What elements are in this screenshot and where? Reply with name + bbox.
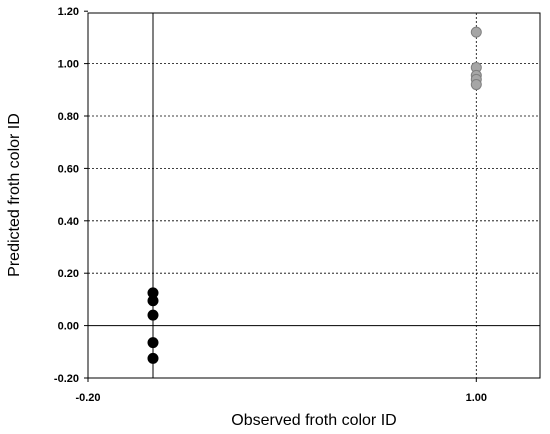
x-tick-label: 1.00 — [466, 392, 487, 404]
data-point — [470, 26, 482, 38]
x-tick-label: -0.20 — [75, 392, 100, 404]
x-tick-labels: -0.20 1.00 — [75, 392, 487, 404]
x-axis-label: Observed froth color ID — [231, 412, 396, 429]
data-points — [147, 26, 482, 364]
data-point — [147, 337, 159, 349]
y-tick-label: 1.00 — [58, 59, 79, 71]
data-point — [147, 295, 159, 307]
y-tick-label: 0.80 — [58, 111, 79, 123]
y-tick-labels: -0.20 0.00 0.20 0.40 0.60 0.80 1.00 1.20 — [54, 6, 79, 385]
y-tick-label: -0.20 — [54, 373, 79, 385]
data-point — [147, 309, 159, 321]
y-tick-label: 0.40 — [58, 216, 79, 228]
y-tick-label: 0.20 — [58, 268, 79, 280]
plot-area — [87, 12, 541, 379]
data-point — [470, 79, 482, 91]
data-point — [147, 352, 159, 364]
y-tick-label: 0.00 — [58, 321, 79, 333]
y-axis-label: Predicted froth color ID — [6, 113, 23, 277]
y-tick-label: 0.60 — [58, 163, 79, 175]
y-tick-label: 1.20 — [58, 6, 79, 18]
